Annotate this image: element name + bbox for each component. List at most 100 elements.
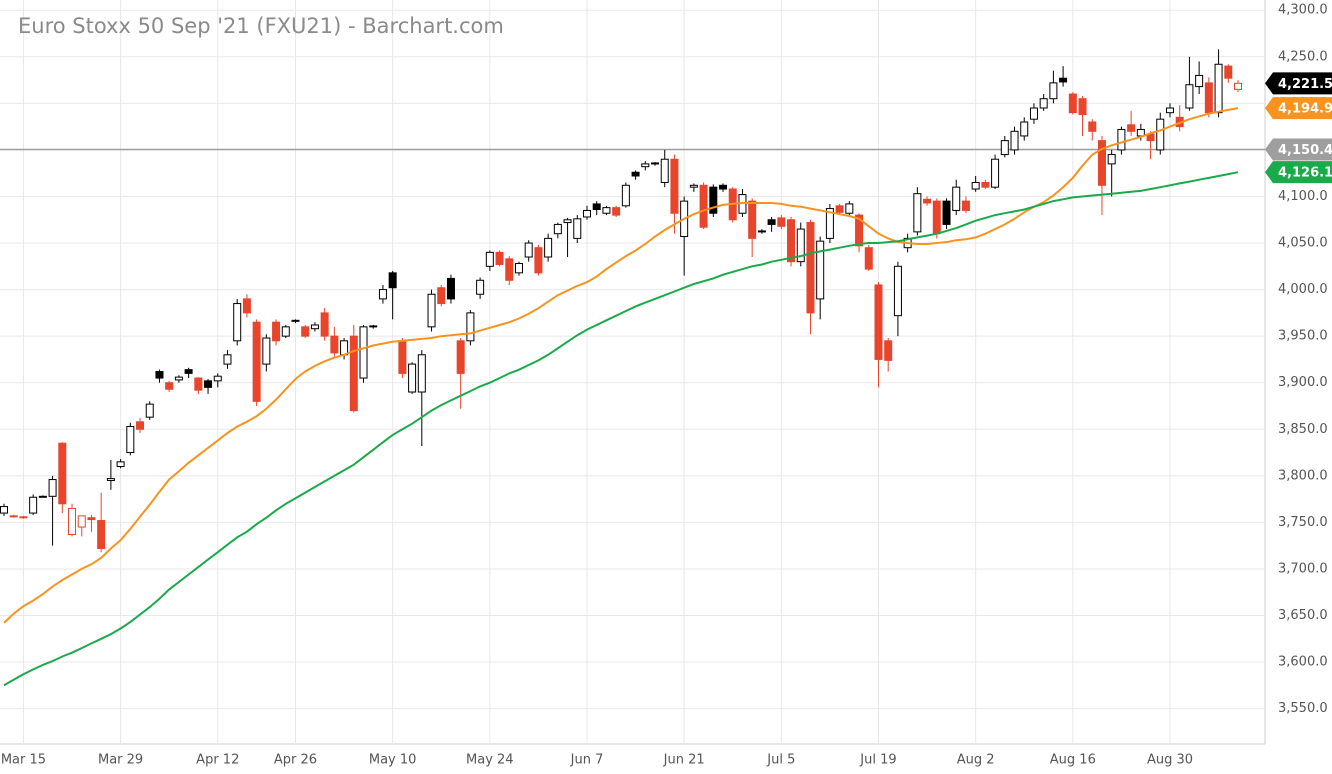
x-tick-label: Mar 29 — [98, 753, 143, 768]
y-tick-label: 3,900.0 — [1278, 375, 1328, 390]
candle-body — [340, 340, 349, 356]
candle-body — [1127, 124, 1136, 132]
y-tick-label: 3,650.0 — [1278, 608, 1328, 623]
candle-body — [961, 200, 970, 211]
candle-body — [719, 184, 728, 190]
candle-body — [699, 184, 708, 228]
y-tick-label: 3,700.0 — [1278, 561, 1328, 576]
candle-body — [787, 219, 796, 263]
candle-body — [1214, 63, 1223, 114]
candle-body — [106, 478, 115, 481]
plot — [0, 49, 1265, 687]
candle-body — [262, 337, 271, 365]
candle-body — [1039, 98, 1048, 109]
y-tick-label: 3,750.0 — [1278, 515, 1328, 530]
candle-body — [573, 218, 582, 239]
candle-body — [116, 461, 125, 468]
candle-body — [553, 223, 562, 235]
candle-body — [932, 200, 941, 235]
candle-body — [1195, 74, 1204, 88]
price-tag — [1265, 138, 1332, 161]
candle-body — [194, 377, 203, 391]
candle-body — [893, 265, 902, 317]
candle-body — [0, 506, 8, 514]
candle-body — [757, 230, 766, 233]
candle-body — [524, 242, 533, 258]
candle-body — [777, 217, 786, 227]
candle-body — [505, 258, 514, 281]
candle-body — [437, 287, 446, 305]
candle-body — [19, 516, 28, 519]
x-tick-label: Aug 2 — [957, 753, 995, 768]
candle-body — [320, 312, 329, 337]
candle-body — [476, 279, 485, 295]
candle-body — [514, 263, 523, 274]
candle-body — [223, 354, 232, 365]
candle-body — [252, 321, 261, 402]
candle-body — [1107, 154, 1116, 165]
candle-body — [155, 371, 164, 379]
candle-body — [242, 298, 251, 314]
candle-body — [1097, 140, 1106, 186]
candle-body — [281, 326, 290, 337]
candle-body — [1059, 77, 1068, 83]
candle-body — [204, 380, 213, 388]
candle-body — [641, 163, 650, 168]
moving-average-line — [3, 171, 1239, 687]
y-tick-label: 3,800.0 — [1278, 468, 1328, 483]
candle-body — [855, 214, 864, 247]
y-tick-label: 4,250.0 — [1278, 49, 1328, 64]
candle-body — [1078, 98, 1087, 116]
candle-body — [77, 515, 86, 528]
candle-body — [1156, 118, 1165, 151]
candle-body — [1049, 82, 1058, 100]
y-tick-label: 4,000.0 — [1278, 282, 1328, 297]
chart-title: Euro Stoxx 50 Sep '21 (FXU21) - Barchart… — [18, 14, 504, 38]
candle-body — [184, 369, 193, 374]
candle-body — [291, 319, 300, 322]
candle-body — [1029, 107, 1038, 120]
candle-body — [864, 247, 873, 270]
candle-body — [1117, 128, 1126, 151]
x-tick-label: Aug 16 — [1050, 753, 1096, 768]
candle-body — [991, 158, 1000, 188]
candle-body — [272, 321, 281, 342]
x-tick-label: Apr 12 — [196, 753, 239, 768]
candle-body — [68, 507, 77, 535]
candle-body — [952, 186, 961, 211]
candle-body — [1224, 65, 1233, 79]
candle-body — [456, 340, 465, 374]
candle-body — [767, 219, 776, 225]
candle-body — [563, 219, 572, 224]
candle-body — [1234, 82, 1242, 90]
x-tick-label: Jul 5 — [766, 753, 795, 768]
candle-body — [1010, 130, 1019, 151]
candle-body — [97, 520, 106, 549]
candle-body — [126, 425, 135, 454]
candle-body — [48, 479, 57, 497]
candle-body — [165, 382, 174, 390]
candle-body — [233, 303, 242, 342]
candle-body — [145, 403, 154, 418]
candle-body — [398, 340, 407, 374]
candle-body — [174, 376, 183, 381]
y-tick-label: 3,850.0 — [1278, 422, 1328, 437]
price-tag-label: 4,221.5 — [1278, 77, 1332, 92]
x-tick-label: May 24 — [466, 753, 514, 768]
candle-body — [1000, 140, 1009, 156]
y-tick-label: 4,300.0 — [1278, 3, 1328, 18]
candle-body — [378, 289, 387, 300]
candle-body — [359, 326, 368, 379]
candle-body — [1204, 82, 1213, 114]
candle-body — [825, 208, 834, 239]
candle-body — [446, 277, 455, 300]
x-tick-label: Jun 7 — [570, 753, 604, 768]
candle-body — [136, 421, 145, 430]
candle-body — [87, 517, 96, 521]
candle-body — [213, 375, 222, 382]
y-tick-label: 3,950.0 — [1278, 329, 1328, 344]
x-tick-label: Mar 15 — [1, 753, 46, 768]
price-tag — [1265, 97, 1332, 120]
candle-body — [534, 247, 543, 274]
